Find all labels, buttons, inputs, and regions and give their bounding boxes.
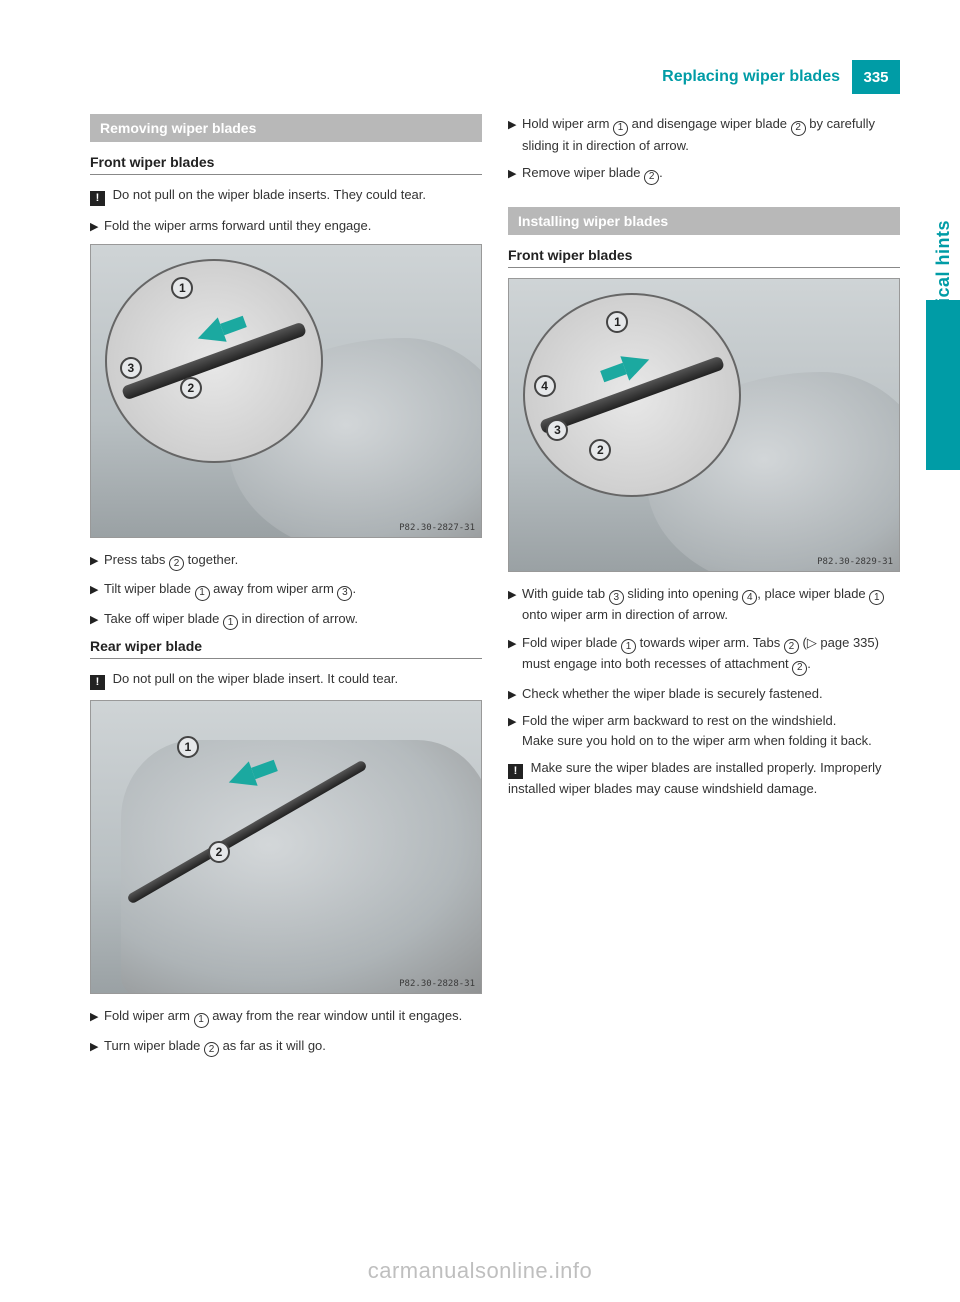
callout-ref-2: 2	[792, 661, 807, 676]
figure-rear-remove: 1 2 P82.30-2828-31	[90, 700, 482, 994]
left-column: Removing wiper blades Front wiper blades…	[90, 114, 482, 1065]
warning-icon: !	[90, 191, 105, 206]
subhead-front-install: Front wiper blades	[508, 247, 900, 268]
content-columns: Removing wiper blades Front wiper blades…	[90, 114, 900, 1065]
step-text: Press tabs 2 together.	[104, 550, 482, 572]
step-item: ▶ Remove wiper blade 2.	[508, 163, 900, 185]
subhead-rear-wiper: Rear wiper blade	[90, 638, 482, 659]
callout-1: 1	[177, 736, 199, 758]
callout-1: 1	[171, 277, 193, 299]
callout-2: 2	[589, 439, 611, 461]
step-text: Fold the wiper arms forward until they e…	[104, 216, 482, 236]
callout-ref-2: 2	[204, 1042, 219, 1057]
callout-1: 1	[606, 311, 628, 333]
step-item: ▶ Fold wiper arm 1 away from the rear wi…	[90, 1006, 482, 1028]
callout-3: 3	[546, 419, 568, 441]
bullet-icon: ▶	[508, 714, 522, 731]
warning-icon: !	[508, 764, 523, 779]
callout-2: 2	[208, 841, 230, 863]
callout-ref-3: 3	[337, 586, 352, 601]
callout-ref-3: 3	[609, 590, 624, 605]
watermark-url: carmanualsonline.info	[0, 1258, 960, 1284]
figure-caption: P82.30-2828-31	[399, 979, 475, 989]
bullet-icon: ▶	[508, 166, 522, 183]
warning-note: ! Do not pull on the wiper blade insert.…	[90, 669, 482, 690]
figure-caption: P82.30-2827-31	[399, 523, 475, 533]
bullet-icon: ▶	[90, 553, 104, 570]
callout-2: 2	[180, 377, 202, 399]
step-text: Fold wiper arm 1 away from the rear wind…	[104, 1006, 482, 1028]
arrow-icon	[193, 317, 226, 350]
page-header: Replacing wiper blades 335	[90, 60, 900, 94]
callout-ref-2: 2	[169, 556, 184, 571]
callout-ref-1: 1	[869, 590, 884, 605]
header-title: Replacing wiper blades	[662, 60, 852, 94]
callout-3: 3	[120, 357, 142, 379]
callout-ref-2: 2	[784, 639, 799, 654]
callout-ref-4: 4	[742, 590, 757, 605]
step-item: ▶ With guide tab 3 sliding into opening …	[508, 584, 900, 625]
right-column: ▶ Hold wiper arm 1 and disengage wiper b…	[508, 114, 900, 1065]
side-section-label: Practical hints	[933, 220, 954, 351]
step-item: ▶ Hold wiper arm 1 and disengage wiper b…	[508, 114, 900, 155]
callout-ref-2: 2	[644, 170, 659, 185]
figure-front-install: 1 4 3 2 P82.30-2829-31	[508, 278, 900, 572]
step-text: Remove wiper blade 2.	[522, 163, 900, 185]
subhead-front-wiper: Front wiper blades	[90, 154, 482, 175]
bullet-icon: ▶	[90, 612, 104, 629]
step-text: Tilt wiper blade 1 away from wiper arm 3…	[104, 579, 482, 601]
step-item: ▶ Fold wiper blade 1 towards wiper arm. …	[508, 633, 900, 676]
bullet-icon: ▶	[508, 117, 522, 134]
step-item: ▶ Turn wiper blade 2 as far as it will g…	[90, 1036, 482, 1058]
step-item: ▶ Check whether the wiper blade is secur…	[508, 684, 900, 704]
bullet-icon: ▶	[90, 1039, 104, 1056]
step-item: ▶ Fold the wiper arms forward until they…	[90, 216, 482, 236]
callout-4: 4	[534, 375, 556, 397]
step-item: ▶ Press tabs 2 together.	[90, 550, 482, 572]
step-text: Fold the wiper arm backward to rest on t…	[522, 711, 900, 750]
section-installing: Installing wiper blades	[508, 207, 900, 235]
warning-note: ! Make sure the wiper blades are install…	[508, 758, 900, 799]
step-item: ▶ Take off wiper blade 1 in direction of…	[90, 609, 482, 631]
step-text: Hold wiper arm 1 and disengage wiper bla…	[522, 114, 900, 155]
callout-ref-2: 2	[791, 121, 806, 136]
page: Replacing wiper blades 335 Practical hin…	[0, 0, 960, 1302]
step-text: Take off wiper blade 1 in direction of a…	[104, 609, 482, 631]
bullet-icon: ▶	[90, 1009, 104, 1026]
callout-ref-1: 1	[613, 121, 628, 136]
warning-text: Make sure the wiper blades are installed…	[508, 760, 882, 796]
callout-ref-1: 1	[223, 615, 238, 630]
section-removing: Removing wiper blades	[90, 114, 482, 142]
bullet-icon: ▶	[90, 219, 104, 236]
bullet-icon: ▶	[508, 587, 522, 604]
page-number: 335	[852, 60, 900, 94]
warning-text: Do not pull on the wiper blade insert. I…	[113, 671, 398, 686]
step-text: With guide tab 3 sliding into opening 4,…	[522, 584, 900, 625]
callout-ref-1: 1	[195, 586, 210, 601]
figure-caption: P82.30-2829-31	[817, 557, 893, 567]
callout-ref-1: 1	[194, 1013, 209, 1028]
step-text: Turn wiper blade 2 as far as it will go.	[104, 1036, 482, 1058]
bullet-icon: ▶	[90, 582, 104, 599]
warning-text: Do not pull on the wiper blade inserts. …	[113, 187, 426, 202]
step-item: ▶ Tilt wiper blade 1 away from wiper arm…	[90, 579, 482, 601]
figure-front-remove: 1 2 3 P82.30-2827-31	[90, 244, 482, 538]
arrow-icon	[620, 347, 653, 380]
bullet-icon: ▶	[508, 687, 522, 704]
step-item: ▶ Fold the wiper arm backward to rest on…	[508, 711, 900, 750]
warning-icon: !	[90, 675, 105, 690]
warning-note: ! Do not pull on the wiper blade inserts…	[90, 185, 482, 206]
bullet-icon: ▶	[508, 636, 522, 653]
step-text: Check whether the wiper blade is securel…	[522, 684, 900, 704]
callout-ref-1: 1	[621, 639, 636, 654]
step-text: Fold wiper blade 1 towards wiper arm. Ta…	[522, 633, 900, 676]
